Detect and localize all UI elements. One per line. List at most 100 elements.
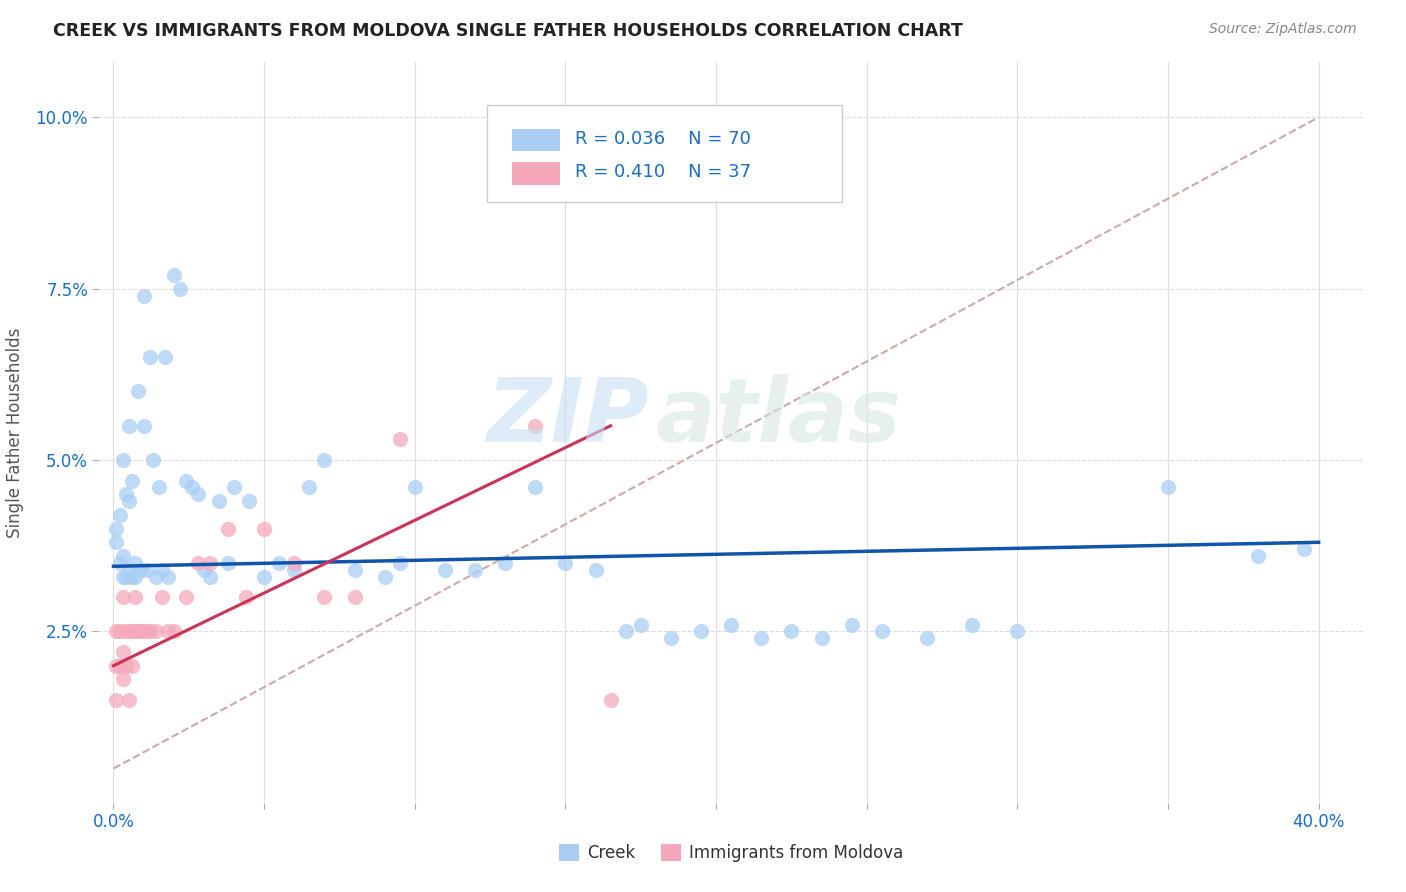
Point (217, 522, 239, 536)
Text: CREEK VS IMMIGRANTS FROM MOLDOVA SINGLE FATHER HOUSEHOLDS CORRELATION CHART: CREEK VS IMMIGRANTS FROM MOLDOVA SINGLE … (53, 22, 963, 40)
Point (238, 494, 260, 508)
Point (404, 480, 426, 494)
Point (235, 590, 257, 604)
Point (105, 693, 128, 707)
Point (132, 288, 155, 302)
Point (780, 624, 803, 639)
Point (599, 693, 621, 707)
Text: ZIP: ZIP (486, 375, 648, 461)
Point (720, 617, 742, 632)
Bar (512, 162, 560, 185)
Point (105, 522, 128, 536)
Point (388, 556, 411, 570)
Point (124, 556, 146, 570)
Point (108, 556, 131, 570)
Point (121, 569, 143, 583)
Point (138, 624, 160, 639)
Point (114, 487, 136, 501)
Point (129, 624, 152, 639)
FancyBboxPatch shape (486, 104, 842, 202)
Point (585, 563, 607, 577)
Point (169, 282, 191, 296)
Point (841, 617, 863, 632)
Point (810, 632, 832, 646)
Point (193, 563, 215, 577)
Point (124, 590, 146, 604)
Point (124, 624, 146, 639)
Point (174, 474, 197, 488)
Point (614, 624, 637, 639)
Point (180, 480, 202, 494)
Text: Source: ZipAtlas.com: Source: ZipAtlas.com (1209, 22, 1357, 37)
Point (145, 569, 167, 583)
Point (121, 624, 143, 639)
Point (554, 556, 576, 570)
Point (114, 569, 136, 583)
Point (198, 569, 221, 583)
Point (153, 350, 176, 364)
Point (174, 590, 197, 604)
Point (121, 474, 143, 488)
Point (108, 658, 131, 673)
Point (145, 624, 167, 639)
Point (111, 645, 134, 659)
Point (524, 418, 547, 433)
Point (749, 632, 772, 646)
Point (156, 624, 179, 639)
Point (630, 617, 652, 632)
Point (105, 535, 128, 549)
Point (915, 632, 938, 646)
Point (343, 563, 366, 577)
Point (111, 590, 134, 604)
Point (524, 480, 547, 494)
Point (283, 563, 305, 577)
Point (105, 658, 128, 673)
Point (690, 624, 713, 639)
Point (960, 617, 983, 632)
Point (163, 624, 186, 639)
Point (121, 658, 143, 673)
Point (659, 632, 682, 646)
Point (208, 494, 231, 508)
Bar (512, 129, 560, 152)
Point (314, 590, 336, 604)
Point (433, 563, 456, 577)
Point (1292, 542, 1315, 557)
Point (117, 693, 139, 707)
Point (135, 624, 157, 639)
Point (1247, 549, 1270, 563)
Point (163, 268, 186, 282)
Point (1157, 480, 1180, 494)
Point (283, 556, 305, 570)
Point (117, 418, 139, 433)
Point (117, 624, 139, 639)
Point (114, 658, 136, 673)
Point (138, 350, 160, 364)
Point (156, 569, 179, 583)
Legend: Creek, Immigrants from Moldova: Creek, Immigrants from Moldova (553, 837, 910, 869)
Point (114, 624, 136, 639)
Point (111, 673, 134, 687)
Point (108, 624, 131, 639)
Point (108, 508, 131, 522)
Point (269, 556, 291, 570)
Point (124, 569, 146, 583)
Point (222, 480, 245, 494)
Point (111, 549, 134, 563)
Point (1007, 624, 1029, 639)
Point (142, 453, 165, 467)
Point (253, 569, 276, 583)
Y-axis label: Single Father Households: Single Father Households (7, 327, 24, 538)
Point (132, 418, 155, 433)
Point (111, 453, 134, 467)
Point (127, 384, 149, 399)
Point (150, 563, 173, 577)
Point (253, 522, 276, 536)
Point (870, 624, 893, 639)
Point (105, 624, 128, 639)
Point (298, 480, 321, 494)
Point (135, 563, 157, 577)
Point (217, 556, 239, 570)
Text: R = 0.036    N = 70: R = 0.036 N = 70 (575, 129, 751, 148)
Point (314, 453, 336, 467)
